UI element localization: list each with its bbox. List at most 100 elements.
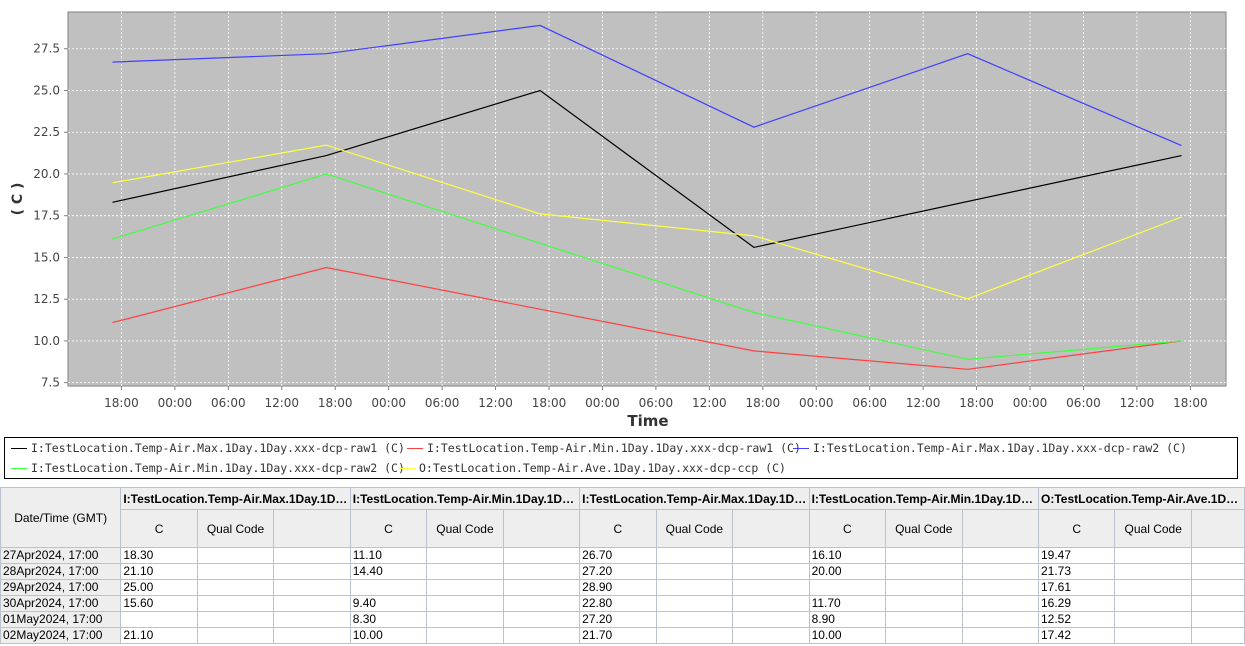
series-column-header-2[interactable]: I:TestLocation.Temp-Air.Min.1Day.1Day... xyxy=(349,487,581,510)
qual-code-cell[interactable] xyxy=(655,579,734,596)
blank-cell[interactable] xyxy=(1190,579,1245,596)
date-cell[interactable]: 29Apr2024, 17:00 xyxy=(0,579,122,596)
date-cell[interactable]: 01May2024, 17:00 xyxy=(0,611,122,628)
blank-column-header[interactable] xyxy=(732,509,810,548)
series-column-header-1[interactable]: I:TestLocation.Temp-Air.Max.1Day.1Da... xyxy=(120,487,351,510)
qual-code-cell[interactable] xyxy=(885,563,963,580)
blank-cell[interactable] xyxy=(732,595,810,612)
value-cell[interactable]: 14.40 xyxy=(349,563,428,580)
value-cell[interactable]: 10.00 xyxy=(808,627,887,644)
qual-code-cell[interactable] xyxy=(1114,627,1192,644)
table-row[interactable]: 29Apr2024, 17:00 25.00 28.90 17.61 xyxy=(0,579,1245,596)
series-column-header-3[interactable]: I:TestLocation.Temp-Air.Max.1Day.1Da... xyxy=(579,487,810,510)
value-cell[interactable]: 21.10 xyxy=(120,563,198,580)
qual-code-cell[interactable] xyxy=(196,595,275,612)
qual-code-cell[interactable] xyxy=(885,579,963,596)
value-cell[interactable]: 26.70 xyxy=(579,547,657,564)
value-cell[interactable]: 27.20 xyxy=(579,563,657,580)
qual-code-cell[interactable] xyxy=(426,627,504,644)
qual-code-cell[interactable] xyxy=(426,595,504,612)
value-cell[interactable]: 8.90 xyxy=(808,611,887,628)
qual-code-cell[interactable] xyxy=(885,547,963,564)
value-cell[interactable]: 9.40 xyxy=(349,595,428,612)
qual-code-column-header[interactable]: Qual Code xyxy=(655,509,734,548)
value-cell[interactable]: 22.80 xyxy=(579,595,657,612)
unit-column-header[interactable]: C xyxy=(579,509,657,548)
qual-code-cell[interactable] xyxy=(655,611,734,628)
qual-code-cell[interactable] xyxy=(196,579,275,596)
blank-cell[interactable] xyxy=(502,563,581,580)
qual-code-cell[interactable] xyxy=(426,611,504,628)
value-cell[interactable]: 20.00 xyxy=(808,563,887,580)
qual-code-cell[interactable] xyxy=(196,547,275,564)
blank-column-header[interactable] xyxy=(502,509,581,548)
blank-cell[interactable] xyxy=(502,595,581,612)
blank-cell[interactable] xyxy=(1190,611,1245,628)
qual-code-cell[interactable] xyxy=(426,547,504,564)
blank-cell[interactable] xyxy=(732,611,810,628)
qual-code-cell[interactable] xyxy=(655,563,734,580)
qual-code-cell[interactable] xyxy=(1114,611,1192,628)
value-cell[interactable]: 17.42 xyxy=(1037,627,1116,644)
blank-cell[interactable] xyxy=(732,563,810,580)
unit-column-header[interactable]: C xyxy=(120,509,198,548)
date-cell[interactable]: 30Apr2024, 17:00 xyxy=(0,595,122,612)
value-cell[interactable]: 15.60 xyxy=(120,595,198,612)
qual-code-cell[interactable] xyxy=(1114,547,1192,564)
qual-code-cell[interactable] xyxy=(655,627,734,644)
blank-cell[interactable] xyxy=(273,547,351,564)
value-cell[interactable]: 18.30 xyxy=(120,547,198,564)
blank-cell[interactable] xyxy=(273,611,351,628)
value-cell[interactable] xyxy=(808,579,887,596)
value-cell[interactable]: 16.29 xyxy=(1037,595,1116,612)
series-column-header-4[interactable]: I:TestLocation.Temp-Air.Min.1Day.1Day... xyxy=(808,487,1040,510)
blank-cell[interactable] xyxy=(273,579,351,596)
blank-cell[interactable] xyxy=(1190,563,1245,580)
blank-cell[interactable] xyxy=(1190,627,1245,644)
date-cell[interactable]: 28Apr2024, 17:00 xyxy=(0,563,122,580)
value-cell[interactable]: 11.10 xyxy=(349,547,428,564)
qual-code-column-header[interactable]: Qual Code xyxy=(1114,509,1192,548)
qual-code-cell[interactable] xyxy=(426,563,504,580)
value-cell[interactable]: 21.10 xyxy=(120,627,198,644)
blank-cell[interactable] xyxy=(961,611,1040,628)
date-cell[interactable]: 27Apr2024, 17:00 xyxy=(0,547,122,564)
qual-code-column-header[interactable]: Qual Code xyxy=(885,509,963,548)
value-cell[interactable]: 27.20 xyxy=(579,611,657,628)
blank-cell[interactable] xyxy=(1190,547,1245,564)
qual-code-cell[interactable] xyxy=(196,627,275,644)
blank-cell[interactable] xyxy=(961,563,1040,580)
date-cell[interactable]: 02May2024, 17:00 xyxy=(0,627,122,644)
value-cell[interactable]: 28.90 xyxy=(579,579,657,596)
blank-cell[interactable] xyxy=(961,547,1040,564)
value-cell[interactable]: 21.73 xyxy=(1037,563,1116,580)
blank-cell[interactable] xyxy=(502,547,581,564)
blank-column-header[interactable] xyxy=(273,509,351,548)
blank-cell[interactable] xyxy=(273,595,351,612)
qual-code-cell[interactable] xyxy=(885,611,963,628)
table-row[interactable]: 01May2024, 17:00 8.30 27.20 8.90 12.52 xyxy=(0,611,1245,628)
blank-cell[interactable] xyxy=(1190,595,1245,612)
blank-cell[interactable] xyxy=(273,627,351,644)
blank-cell[interactable] xyxy=(732,579,810,596)
blank-cell[interactable] xyxy=(502,627,581,644)
qual-code-cell[interactable] xyxy=(426,579,504,596)
table-row[interactable]: 28Apr2024, 17:00 21.10 14.40 27.20 20.00 21.7… xyxy=(0,563,1245,580)
blank-cell[interactable] xyxy=(732,627,810,644)
qual-code-cell[interactable] xyxy=(196,563,275,580)
unit-column-header[interactable]: C xyxy=(349,509,428,548)
qual-code-column-header[interactable]: Qual Code xyxy=(196,509,275,548)
qual-code-cell[interactable] xyxy=(885,595,963,612)
value-cell[interactable] xyxy=(349,579,428,596)
blank-cell[interactable] xyxy=(732,547,810,564)
qual-code-column-header[interactable]: Qual Code xyxy=(426,509,504,548)
table-row[interactable]: 27Apr2024, 17:00 18.30 11.10 26.70 16.10 19.4… xyxy=(0,547,1245,564)
value-cell[interactable]: 8.30 xyxy=(349,611,428,628)
table-row[interactable]: 02May2024, 17:00 21.10 10.00 21.70 10.00 17.4… xyxy=(0,627,1245,644)
value-cell[interactable]: 25.00 xyxy=(120,579,198,596)
blank-cell[interactable] xyxy=(961,579,1040,596)
blank-column-header[interactable] xyxy=(1190,509,1245,548)
qual-code-cell[interactable] xyxy=(1114,595,1192,612)
value-cell[interactable]: 12.52 xyxy=(1037,611,1116,628)
table-row[interactable]: 30Apr2024, 17:00 15.60 9.40 22.80 11.70 16.29 xyxy=(0,595,1245,612)
